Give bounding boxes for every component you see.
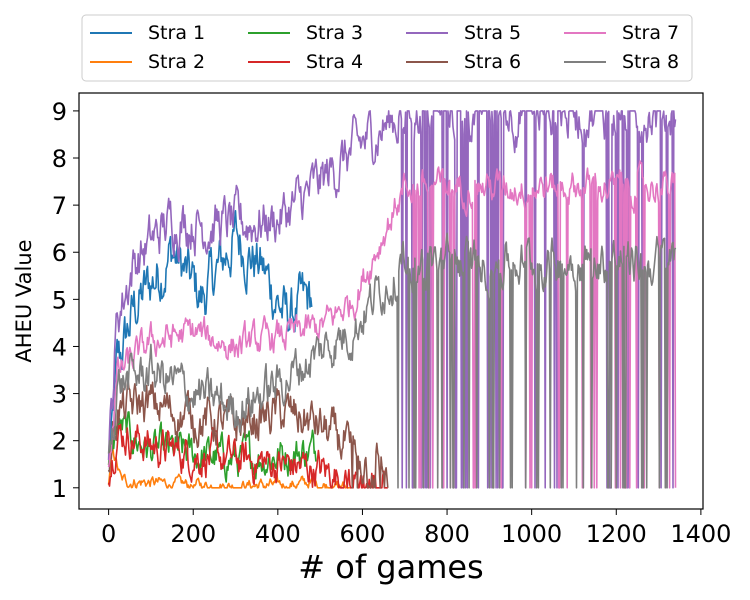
y-tick-label: 2 (52, 428, 67, 456)
x-tick-label: 200 (170, 520, 216, 548)
legend-label: Stra 6 (464, 51, 521, 73)
series-line-stra-4 (107, 423, 388, 489)
series-layer (107, 110, 677, 489)
legend-item-stra-3: Stra 3 (248, 22, 363, 44)
y-tick-label: 3 (52, 381, 67, 409)
legend-label: Stra 8 (622, 51, 679, 73)
legend-label: Stra 7 (622, 22, 679, 44)
x-tick-label: 1000 (501, 520, 562, 548)
legend-label: Stra 4 (306, 51, 363, 73)
legend-label: Stra 5 (464, 22, 521, 44)
legend-item-stra-5: Stra 5 (406, 22, 521, 44)
x-tick-label: 1400 (670, 520, 731, 548)
series-line-stra-5 (107, 110, 677, 489)
y-tick-label: 9 (52, 98, 67, 126)
legend-item-stra-4: Stra 4 (248, 51, 363, 73)
legend-box (81, 14, 693, 82)
x-axis: 0 200 400 600 800 1000 1200 1400 (101, 509, 731, 548)
legend-label: Stra 1 (148, 22, 205, 44)
y-tick-label: 1 (52, 475, 67, 503)
y-axis-title: AHEU Value (12, 239, 36, 362)
y-tick-label: 7 (52, 192, 67, 220)
y-tick-label: 8 (52, 145, 67, 173)
legend-item-stra-6: Stra 6 (406, 51, 521, 73)
plot-area (78, 92, 704, 510)
series-line-stra-1 (108, 210, 313, 473)
y-tick-label: 5 (52, 286, 67, 314)
x-tick-label: 0 (101, 520, 116, 548)
x-tick-label: 600 (340, 520, 386, 548)
legend-item-stra-7: Stra 7 (564, 22, 679, 44)
x-axis-title: # of games (298, 548, 483, 586)
legend-item-stra-1: Stra 1 (90, 22, 205, 44)
x-tick-label: 400 (255, 520, 301, 548)
x-tick-label: 1200 (586, 520, 647, 548)
x-tick-label: 800 (424, 520, 470, 548)
legend-item-stra-8: Stra 8 (564, 51, 679, 73)
series-line-stra-8 (107, 232, 677, 489)
y-axis: 1 2 3 4 5 6 7 8 9 (52, 98, 79, 503)
series-line-stra-6 (107, 379, 389, 489)
plot-frame (78, 92, 704, 510)
y-tick-label: 4 (52, 333, 67, 361)
series-line-stra-7 (107, 160, 677, 489)
legend-label: Stra 2 (148, 51, 205, 73)
y-tick-label: 6 (52, 239, 67, 267)
legend: Stra 1 Stra 2 Stra 3 Stra 4 Stra 5 Stra … (81, 14, 693, 82)
series-line-stra-2 (107, 447, 350, 489)
legend-label: Stra 3 (306, 22, 363, 44)
legend-item-stra-2: Stra 2 (90, 51, 205, 73)
